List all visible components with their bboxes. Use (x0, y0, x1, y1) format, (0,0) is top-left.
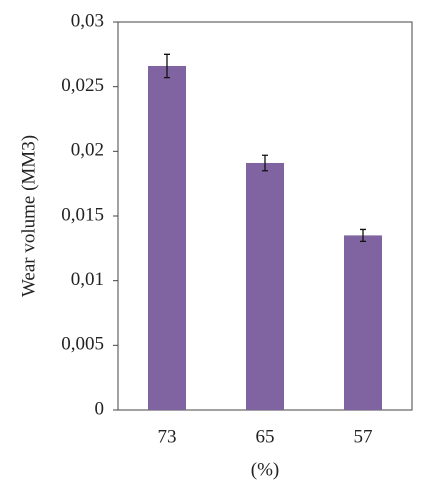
y-tick-label: 0,01 (71, 269, 104, 290)
y-tick-label: 0,025 (61, 75, 104, 96)
y-tick-label: 0,005 (61, 334, 104, 355)
x-tick-label: 65 (256, 426, 275, 447)
y-tick-label: 0,02 (71, 140, 104, 161)
error-bar (164, 53, 170, 79)
error-bar (360, 228, 366, 242)
y-tick-label: 0,03 (71, 10, 104, 31)
bar (344, 235, 382, 410)
y-tick-label: 0,015 (61, 204, 104, 225)
bar (148, 65, 186, 411)
x-axis-title: (%) (251, 459, 279, 480)
x-tick-label: 73 (158, 426, 177, 447)
x-tick-label: 57 (354, 426, 373, 447)
y-tick-label: 0 (95, 398, 105, 419)
error-bar (262, 154, 268, 172)
y-axis-title: Wear volume (MM3) (18, 135, 39, 297)
bar (246, 162, 284, 410)
